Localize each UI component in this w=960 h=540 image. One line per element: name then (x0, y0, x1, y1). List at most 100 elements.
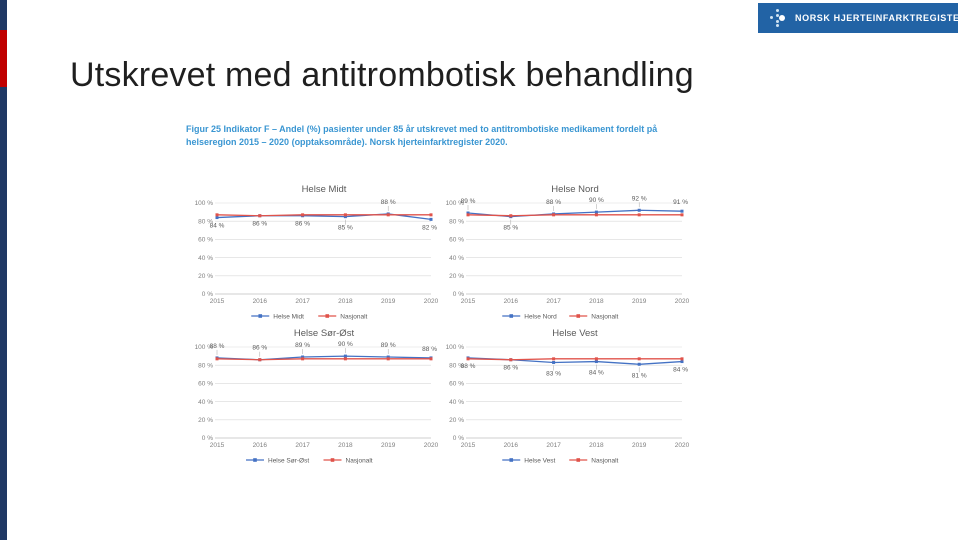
chart-helse-sor-ost-svg: Helse Sør-Øst 0 % 20 % 40 % 60 % 80 % 100 % 201… (195, 328, 438, 465)
norsk-hjerteinfarktregister-logo: NORSK HJERTEINFARKTREGISTER (758, 3, 960, 33)
svg-text:2016: 2016 (504, 298, 519, 305)
slide-title: Utskrevet med antitrombotisk behandling (70, 56, 694, 94)
svg-text:2018: 2018 (338, 298, 353, 305)
svg-text:60 %: 60 % (449, 381, 464, 388)
svg-text:Helse Sør-Øst: Helse Sør-Øst (268, 458, 309, 465)
svg-text:100 %: 100 % (446, 200, 465, 207)
svg-text:82 %: 82 % (422, 224, 437, 231)
svg-text:2015: 2015 (210, 442, 225, 449)
svg-text:90 %: 90 % (338, 341, 353, 348)
svg-text:2016: 2016 (504, 442, 519, 449)
chart-helse-vest: Helse Vest 0 % 20 % 40 % 60 % 80 % 100 % 2015 20… (436, 322, 689, 470)
svg-text:0 %: 0 % (202, 291, 213, 298)
svg-text:Helse Nord: Helse Nord (551, 184, 599, 195)
svg-text:88 %: 88 % (210, 343, 225, 350)
svg-text:Helse Midt: Helse Midt (273, 314, 304, 321)
svg-text:85 %: 85 % (503, 225, 518, 232)
svg-text:83 %: 83 % (546, 370, 561, 377)
dotted-cross-icon (768, 8, 788, 28)
svg-text:40 %: 40 % (449, 399, 464, 406)
svg-text:2019: 2019 (381, 442, 396, 449)
svg-text:100 %: 100 % (195, 344, 214, 351)
svg-text:Helse Sør-Øst: Helse Sør-Øst (294, 328, 355, 339)
svg-text:40 %: 40 % (198, 399, 213, 406)
svg-text:60 %: 60 % (198, 381, 213, 388)
svg-text:86 %: 86 % (295, 221, 310, 228)
svg-text:86 %: 86 % (252, 221, 267, 228)
svg-text:Nasjonalt: Nasjonalt (591, 458, 618, 465)
svg-text:0 %: 0 % (453, 435, 464, 442)
svg-text:Helse Vest: Helse Vest (552, 328, 598, 339)
svg-text:92 %: 92 % (632, 195, 647, 202)
figure-caption: Figur 25 Indikator F – Andel (%) pasient… (186, 123, 686, 149)
chart-helse-midt-svg: Helse Midt 0 % 20 % 40 % 60 % 80 % 100 % 2015 20… (195, 184, 438, 321)
svg-text:2020: 2020 (675, 298, 689, 305)
svg-text:2015: 2015 (461, 298, 476, 305)
figure-caption-line1: Figur 25 Indikator F – Andel (%) pasient… (186, 124, 658, 134)
figure-caption-line2: helseregion 2015 – 2020 (opptaksområde).… (186, 137, 508, 147)
svg-text:Nasjonalt: Nasjonalt (591, 314, 618, 321)
svg-text:80 %: 80 % (198, 362, 213, 369)
svg-text:84 %: 84 % (589, 370, 604, 377)
svg-text:2016: 2016 (253, 442, 268, 449)
svg-text:Helse Midt: Helse Midt (302, 184, 347, 195)
svg-text:80 %: 80 % (449, 218, 464, 225)
svg-text:90 %: 90 % (589, 197, 604, 204)
svg-text:Helse Nord: Helse Nord (524, 314, 557, 321)
svg-text:2017: 2017 (295, 298, 310, 305)
svg-text:2017: 2017 (295, 442, 310, 449)
svg-text:2018: 2018 (338, 442, 353, 449)
svg-text:Nasjonalt: Nasjonalt (340, 314, 367, 321)
svg-text:60 %: 60 % (449, 237, 464, 244)
svg-text:2015: 2015 (210, 298, 225, 305)
svg-text:2019: 2019 (632, 298, 647, 305)
svg-text:2018: 2018 (589, 298, 604, 305)
svg-text:100 %: 100 % (446, 344, 465, 351)
svg-text:88 %: 88 % (461, 363, 476, 370)
svg-text:89 %: 89 % (461, 198, 476, 205)
svg-text:2020: 2020 (424, 298, 438, 305)
svg-text:80 %: 80 % (198, 218, 213, 225)
svg-text:20 %: 20 % (449, 417, 464, 424)
svg-text:89 %: 89 % (381, 342, 396, 349)
svg-text:86 %: 86 % (503, 365, 518, 372)
svg-text:20 %: 20 % (198, 417, 213, 424)
svg-text:2019: 2019 (632, 442, 647, 449)
svg-text:2017: 2017 (546, 442, 561, 449)
svg-text:2019: 2019 (381, 298, 396, 305)
svg-text:Helse Vest: Helse Vest (524, 458, 555, 465)
svg-text:84 %: 84 % (210, 223, 225, 230)
svg-text:86 %: 86 % (252, 345, 267, 352)
svg-text:91 %: 91 % (673, 199, 688, 206)
svg-text:2015: 2015 (461, 442, 476, 449)
svg-text:84 %: 84 % (673, 367, 688, 374)
svg-text:100 %: 100 % (195, 200, 214, 207)
svg-text:0 %: 0 % (202, 435, 213, 442)
svg-text:2018: 2018 (589, 442, 604, 449)
svg-text:88 %: 88 % (422, 346, 437, 353)
svg-text:60 %: 60 % (198, 237, 213, 244)
svg-text:88 %: 88 % (546, 199, 561, 206)
svg-text:80 %: 80 % (449, 362, 464, 369)
chart-helse-vest-svg: Helse Vest 0 % 20 % 40 % 60 % 80 % 100 % 2015 20… (446, 328, 689, 465)
svg-text:40 %: 40 % (198, 255, 213, 262)
svg-text:2020: 2020 (424, 442, 438, 449)
svg-text:0 %: 0 % (453, 291, 464, 298)
svg-text:20 %: 20 % (198, 273, 213, 280)
svg-text:Nasjonalt: Nasjonalt (346, 458, 373, 465)
svg-text:85 %: 85 % (338, 225, 353, 232)
svg-text:2017: 2017 (546, 298, 561, 305)
svg-text:2016: 2016 (253, 298, 268, 305)
chart-helse-sor-ost: Helse Sør-Øst 0 % 20 % 40 % 60 % 80 % 100 % 201… (185, 322, 438, 470)
chart-helse-nord-svg: Helse Nord 0 % 20 % 40 % 60 % 80 % 100 % 2015 20… (446, 184, 689, 321)
svg-text:89 %: 89 % (295, 342, 310, 349)
slide-accent-bar-red (0, 30, 7, 87)
slide-accent-bar (0, 0, 7, 540)
svg-text:20 %: 20 % (449, 273, 464, 280)
chart-helse-nord: Helse Nord 0 % 20 % 40 % 60 % 80 % 100 % 2015 20… (436, 178, 689, 326)
svg-text:40 %: 40 % (449, 255, 464, 262)
svg-text:81 %: 81 % (632, 372, 647, 379)
svg-text:2020: 2020 (675, 442, 689, 449)
chart-helse-midt: Helse Midt 0 % 20 % 40 % 60 % 80 % 100 % 2015 20… (185, 178, 438, 326)
